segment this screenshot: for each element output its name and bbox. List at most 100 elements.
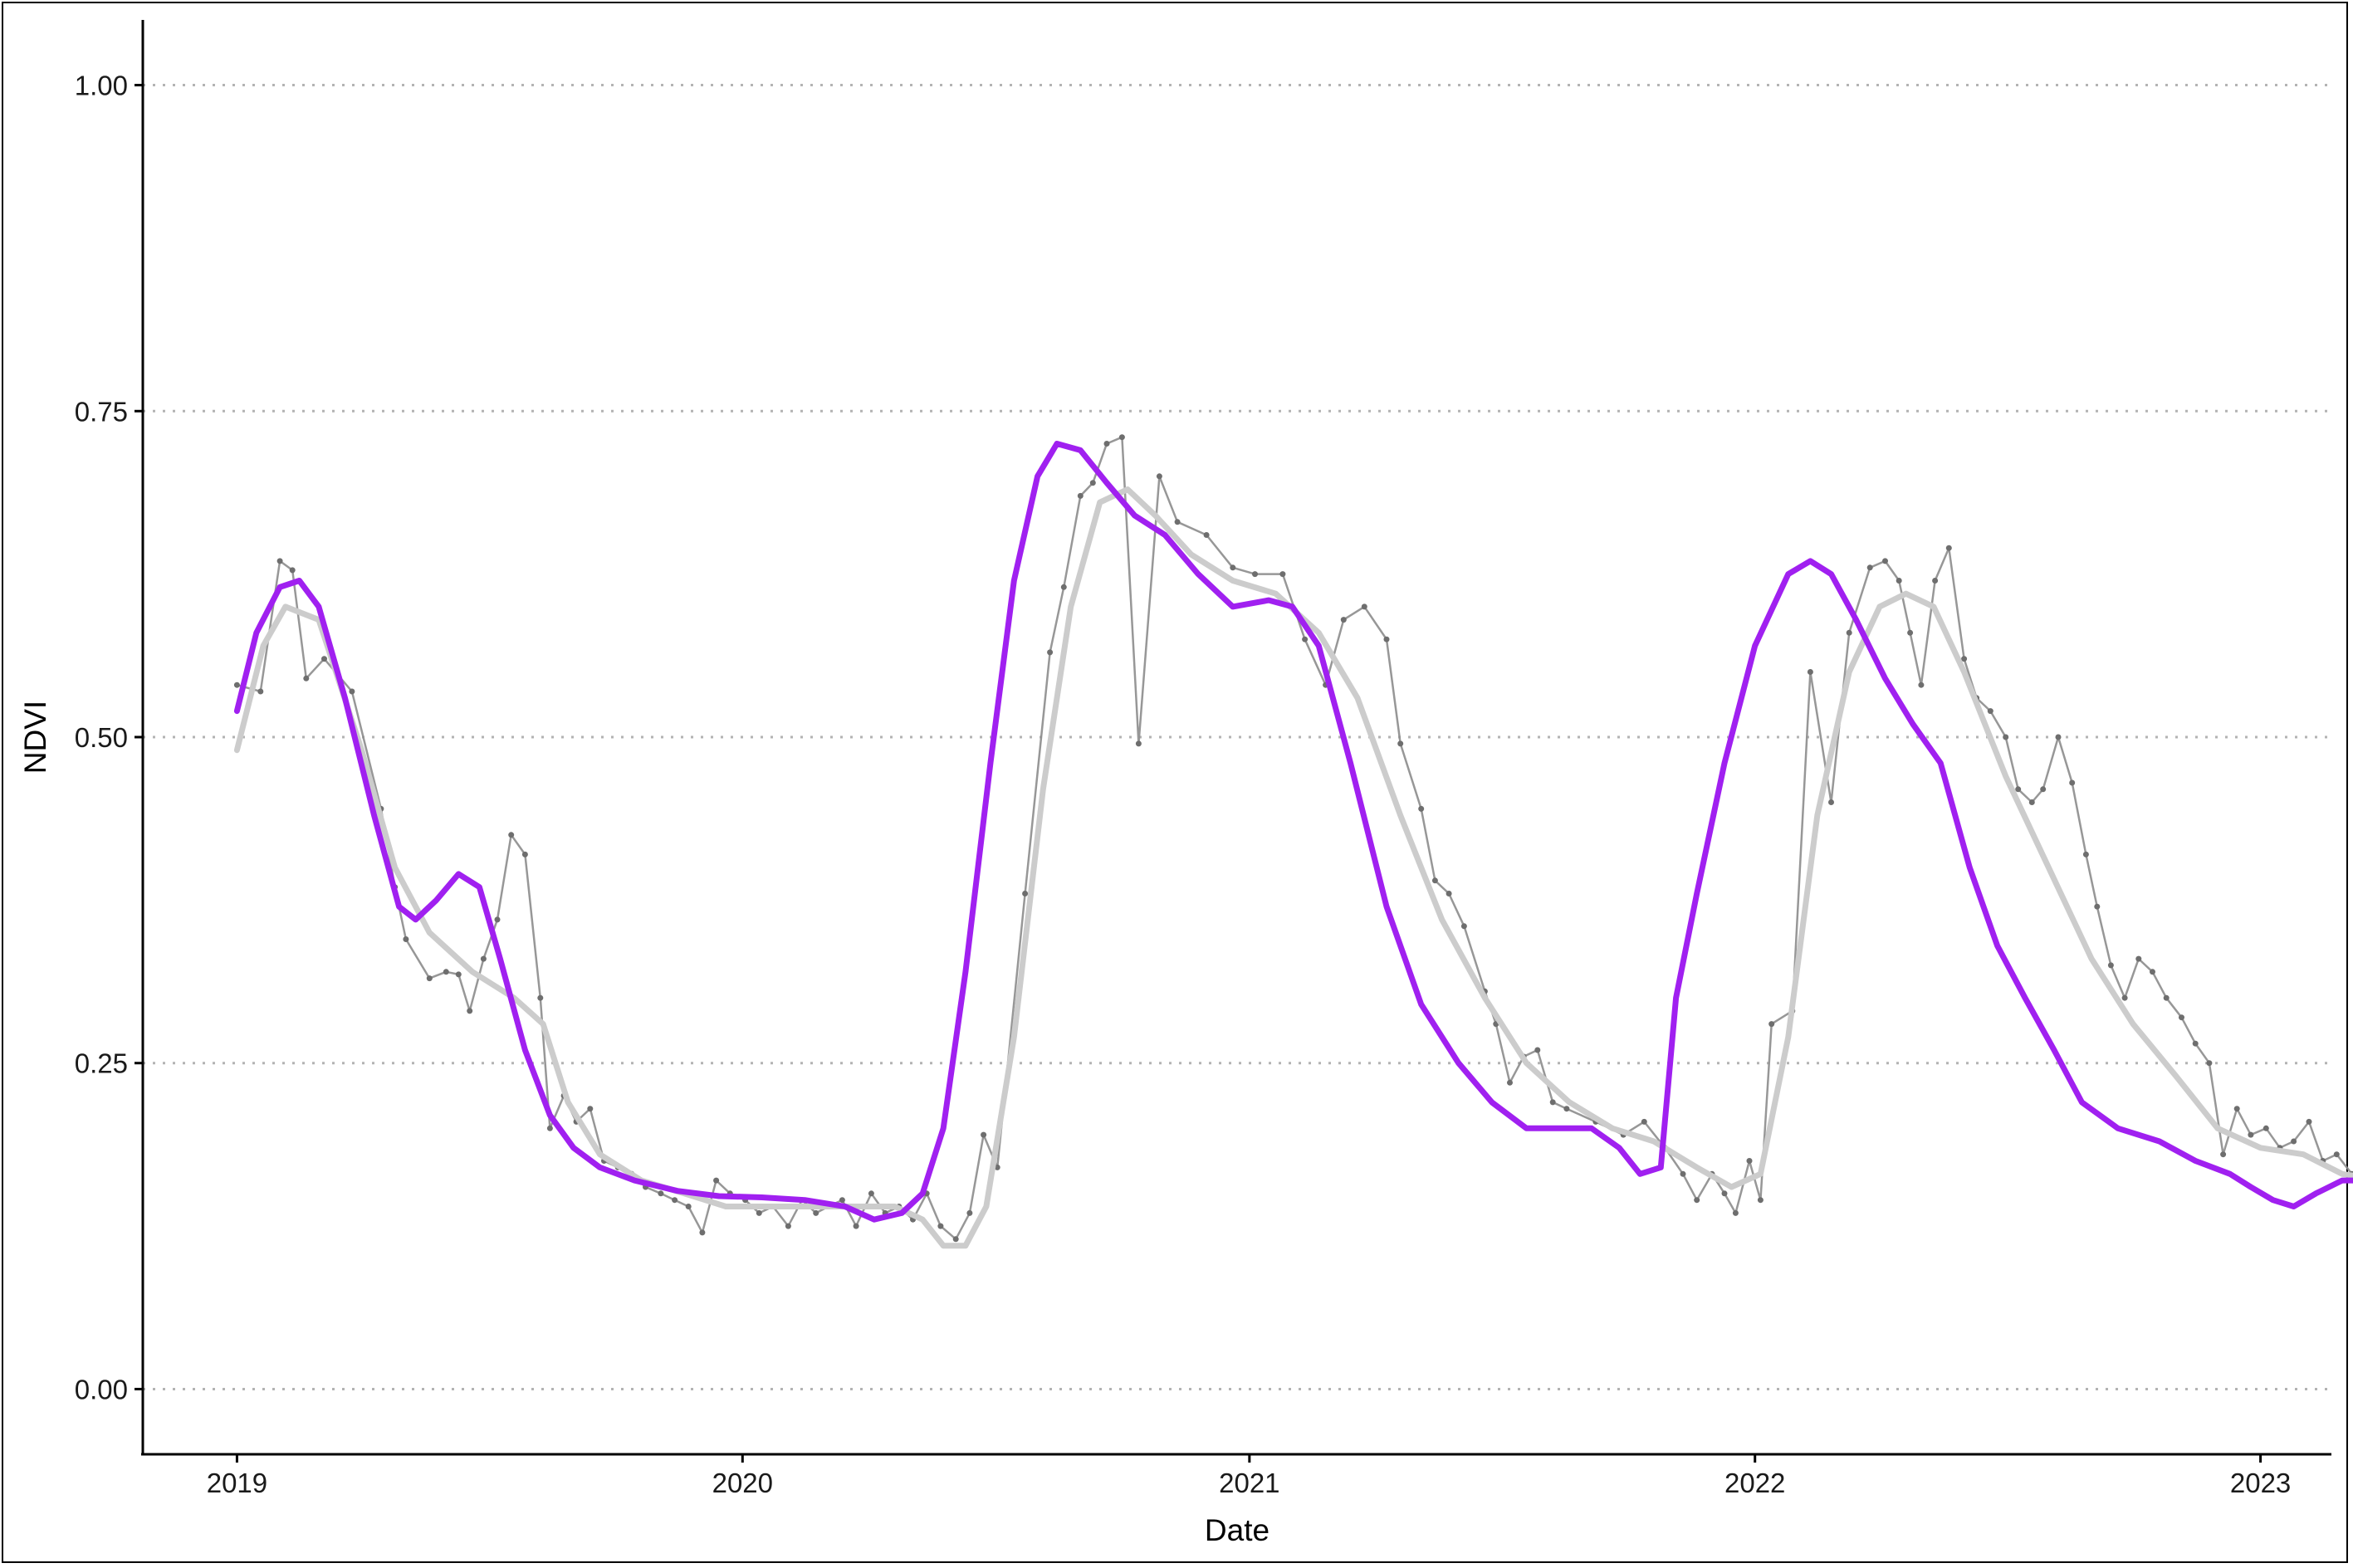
data-point <box>508 832 515 838</box>
data-point <box>1361 603 1367 610</box>
data-point <box>2163 994 2170 1001</box>
data-point <box>1174 519 1181 525</box>
data-point <box>494 916 501 923</box>
data-point <box>2248 1131 2254 1138</box>
data-point <box>546 1125 553 1131</box>
data-point <box>1866 564 1873 571</box>
data-point <box>1397 740 1404 747</box>
data-point <box>1746 1158 1753 1164</box>
series-smoothed <box>233 486 2353 1249</box>
data-point <box>1757 1197 1764 1204</box>
series-observations <box>233 434 2353 1243</box>
data-point <box>1302 636 1309 642</box>
data-point <box>1961 656 1968 662</box>
data-point <box>839 1197 845 1204</box>
data-point <box>1446 891 1452 896</box>
data-point <box>672 1197 678 1204</box>
data-point <box>966 1209 973 1216</box>
series-line-fitted <box>233 441 2353 1223</box>
x-tick-label: 2023 <box>2230 1468 2291 1498</box>
data-point <box>937 1223 944 1229</box>
data-point <box>1118 434 1125 441</box>
series-layer <box>233 434 2353 1249</box>
y-ticks: 0.00 0.25 0.50 0.75 1.00 <box>75 71 143 1404</box>
data-point <box>699 1229 706 1236</box>
y-tick-label: 0.75 <box>75 396 128 427</box>
x-axis-title: Date <box>1205 1513 1269 1547</box>
data-point <box>1987 708 1993 715</box>
y-axis-title: NDVI <box>18 701 52 774</box>
data-point <box>1768 1021 1775 1028</box>
data-point <box>1418 805 1425 812</box>
data-point <box>685 1204 692 1209</box>
data-point <box>1918 681 1925 688</box>
x-tick-label: 2019 <box>207 1468 267 1498</box>
data-point <box>1022 891 1029 896</box>
data-point <box>455 971 462 978</box>
data-point <box>467 1008 473 1014</box>
data-point <box>480 955 487 962</box>
data-point <box>1694 1197 1700 1204</box>
data-point <box>2333 1151 2340 1158</box>
data-point <box>443 969 449 975</box>
data-point <box>713 1177 720 1184</box>
data-point <box>2206 1060 2213 1067</box>
data-point <box>2135 955 2142 962</box>
data-point <box>2220 1151 2227 1158</box>
data-point <box>1383 636 1390 642</box>
data-point <box>2262 1125 2269 1131</box>
data-point <box>1089 480 1096 486</box>
data-point <box>276 558 283 564</box>
data-point <box>1680 1170 1686 1177</box>
data-point <box>521 851 528 857</box>
data-point <box>303 675 310 681</box>
data-point <box>2150 969 2155 975</box>
y-tick-label: 0.00 <box>75 1374 128 1404</box>
y-tick-label: 0.50 <box>75 722 128 753</box>
data-point <box>994 1164 1000 1170</box>
data-point <box>2192 1040 2199 1047</box>
data-point <box>2015 786 2022 793</box>
data-point <box>349 688 355 695</box>
data-point <box>2069 779 2076 786</box>
data-point <box>1230 564 1236 571</box>
data-point <box>1721 1190 1728 1197</box>
data-point <box>1807 669 1813 675</box>
data-point <box>1507 1079 1513 1086</box>
data-point <box>1846 629 1852 636</box>
data-point <box>289 567 296 574</box>
data-point <box>1534 1047 1541 1053</box>
data-point <box>2028 799 2035 805</box>
data-point <box>1077 492 1084 499</box>
data-point <box>257 688 264 695</box>
series-line-smoothed <box>233 486 2353 1249</box>
data-point <box>1135 740 1142 747</box>
series-fitted <box>233 441 2353 1223</box>
data-point <box>658 1190 664 1197</box>
data-point <box>426 975 433 982</box>
data-point <box>1460 923 1467 930</box>
data-point <box>587 1106 594 1112</box>
data-point <box>1896 578 1902 584</box>
data-point <box>2082 851 2089 857</box>
y-tick-label: 1.00 <box>75 71 128 101</box>
x-tick-label: 2021 <box>1219 1468 1279 1498</box>
data-point <box>1156 473 1162 480</box>
data-point <box>1047 649 1054 656</box>
data-point <box>2306 1118 2312 1125</box>
x-tick-label: 2020 <box>712 1468 773 1498</box>
data-point <box>2055 734 2062 740</box>
y-gridlines <box>143 84 2330 1390</box>
data-point <box>537 994 544 1001</box>
y-tick-label: 0.25 <box>75 1048 128 1079</box>
x-ticks: 2019 2020 2021 2022 2023 <box>207 1454 2291 1498</box>
data-point <box>2040 786 2047 793</box>
data-point <box>2179 1014 2184 1021</box>
data-point <box>1279 571 1286 578</box>
data-point <box>952 1236 959 1243</box>
data-point <box>2291 1138 2297 1145</box>
data-point <box>2003 734 2009 740</box>
data-point <box>1431 877 1438 884</box>
